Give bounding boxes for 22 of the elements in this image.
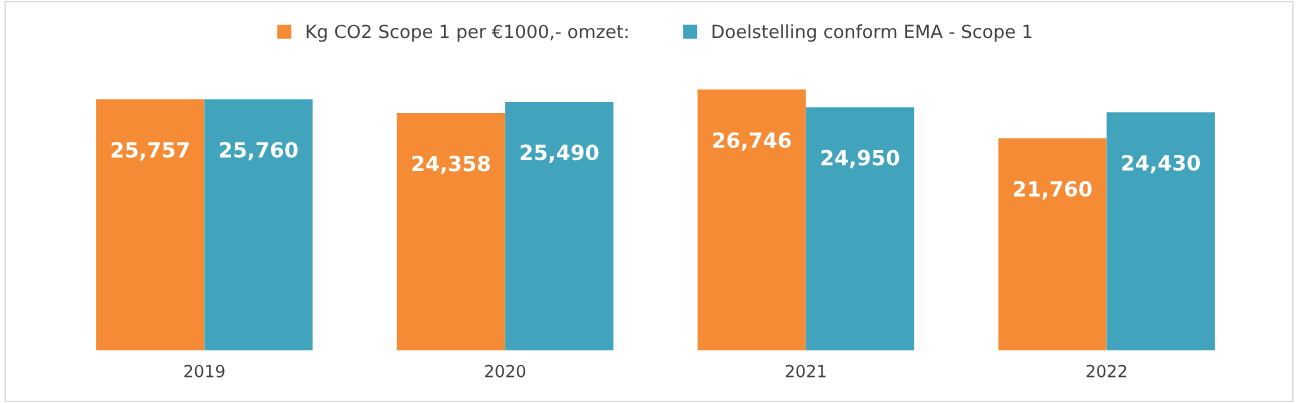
x-tick-label: 2020 bbox=[485, 364, 526, 378]
bar bbox=[505, 101, 614, 351]
data-label: 26,746 bbox=[713, 132, 791, 151]
x-tick-label: 2021 bbox=[785, 364, 826, 378]
data-label: 24,358 bbox=[412, 155, 490, 175]
data-label: 21,760 bbox=[1013, 180, 1092, 200]
data-label: 24,430 bbox=[1122, 154, 1200, 174]
bar bbox=[805, 107, 915, 351]
data-label: 25,490 bbox=[520, 144, 599, 163]
bar bbox=[396, 112, 506, 351]
bar bbox=[204, 99, 313, 351]
bar bbox=[1106, 112, 1215, 351]
legend-label: Kg CO2 Scope 1 per €1000,- omzet: bbox=[306, 24, 628, 42]
bar bbox=[96, 99, 205, 351]
data-label: 25,757 bbox=[111, 141, 189, 161]
legend-label: Doelstelling conform EMA - Scope 1 bbox=[712, 24, 1032, 42]
data-label: 24,950 bbox=[821, 149, 900, 169]
data-label: 25,760 bbox=[219, 141, 298, 161]
bar bbox=[998, 138, 1107, 351]
x-tick-label: 2022 bbox=[1086, 364, 1127, 378]
bar bbox=[697, 89, 806, 351]
x-tick-label: 2019 bbox=[184, 364, 225, 378]
